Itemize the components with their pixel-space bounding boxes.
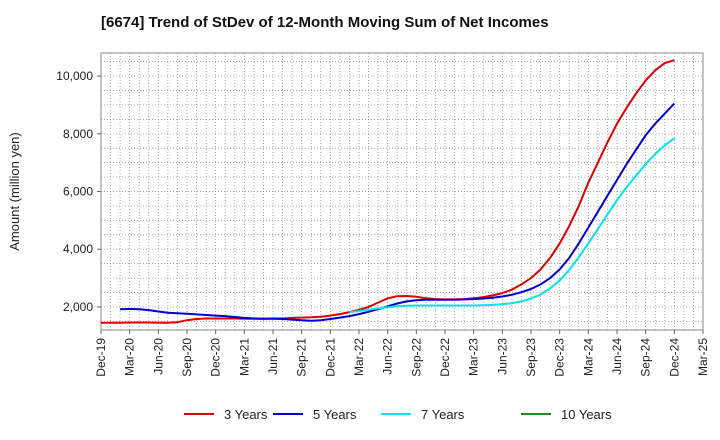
x-tick-label: Mar-23 <box>467 338 481 376</box>
x-tick-label: Sep-24 <box>639 338 653 377</box>
x-tick-label: Jun-23 <box>495 338 509 375</box>
y-tick-label: 6,000 <box>63 185 93 199</box>
x-tick-label: Dec-23 <box>553 338 567 377</box>
y-tick-label: 4,000 <box>63 242 93 256</box>
y-axis-title: Amount (million yen) <box>7 132 22 251</box>
y-tick-label: 2,000 <box>63 300 93 314</box>
x-tick-label: Jun-21 <box>266 338 280 375</box>
legend-label-3-years: 3 Years <box>224 407 268 422</box>
series-line-3-years <box>101 59 675 324</box>
y-tick-label: 10,000 <box>56 69 93 83</box>
x-tick-label: Dec-22 <box>438 338 452 377</box>
x-tick-label: Jun-20 <box>151 338 165 375</box>
x-tick-label: Mar-24 <box>581 338 595 376</box>
series-line-5-years <box>120 102 676 322</box>
y-tick-label: 8,000 <box>63 127 93 141</box>
legend-label-10-years: 10 Years <box>561 407 612 422</box>
x-tick-label: Jun-22 <box>381 338 395 375</box>
series-line-7-years <box>349 137 675 314</box>
x-tick-label: Mar-21 <box>237 338 251 376</box>
legend-label-5-years: 5 Years <box>313 407 357 422</box>
x-tick-label: Jun-24 <box>610 338 624 375</box>
x-tick-label: Mar-20 <box>123 338 137 376</box>
x-tick-label: Mar-25 <box>696 338 710 376</box>
x-tick-label: Sep-23 <box>524 338 538 377</box>
chart-title: [6674] Trend of StDev of 12-Month Moving… <box>101 14 549 31</box>
legend-label-7-years: 7 Years <box>421 407 465 422</box>
x-tick-label: Dec-20 <box>209 338 223 377</box>
x-tick-label: Dec-19 <box>94 338 108 377</box>
x-tick-label: Mar-22 <box>352 338 366 376</box>
x-tick-label: Sep-20 <box>180 338 194 377</box>
x-tick-label: Dec-24 <box>667 338 681 377</box>
x-tick-label: Dec-21 <box>323 338 337 377</box>
x-tick-label: Sep-21 <box>295 338 309 377</box>
x-tick-label: Sep-22 <box>409 338 423 377</box>
